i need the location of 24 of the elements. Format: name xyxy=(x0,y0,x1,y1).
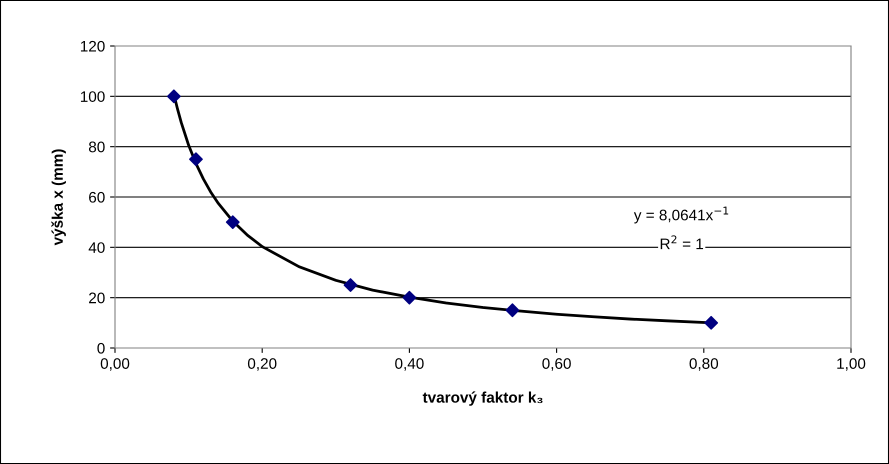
point xyxy=(166,89,181,104)
x-tick-label: 0,20 xyxy=(248,358,276,371)
y-tick-label: 60 xyxy=(89,192,105,203)
x-tick-label: 1,00 xyxy=(837,358,866,371)
point xyxy=(506,303,520,318)
point xyxy=(402,290,416,305)
x-axis-title: tvarový faktor k₃ xyxy=(422,391,543,406)
x-tick-label: 0,40 xyxy=(395,358,424,371)
x-tick-label: 0,00 xyxy=(100,358,130,371)
y-tick-label: 80 xyxy=(88,142,105,152)
y-tick-label: 20 xyxy=(89,292,105,304)
point xyxy=(226,215,240,230)
x-tick-label: 0,80 xyxy=(690,358,718,371)
y-axis-title: výška x (mm) xyxy=(51,149,66,246)
point xyxy=(344,278,358,292)
y-tick-label: 0 xyxy=(97,342,105,354)
point xyxy=(704,316,718,330)
y-tick-label: 40 xyxy=(88,242,105,254)
annotation: y = 8,0641x$^{−1}$ xyxy=(634,206,728,224)
point xyxy=(189,152,203,166)
y-tick-label: 100 xyxy=(80,91,105,102)
annotation: R$^{2}$ = 1 xyxy=(660,235,704,250)
x-tick-label: 0,60 xyxy=(542,358,571,371)
y-tick-label: 120 xyxy=(80,40,105,52)
